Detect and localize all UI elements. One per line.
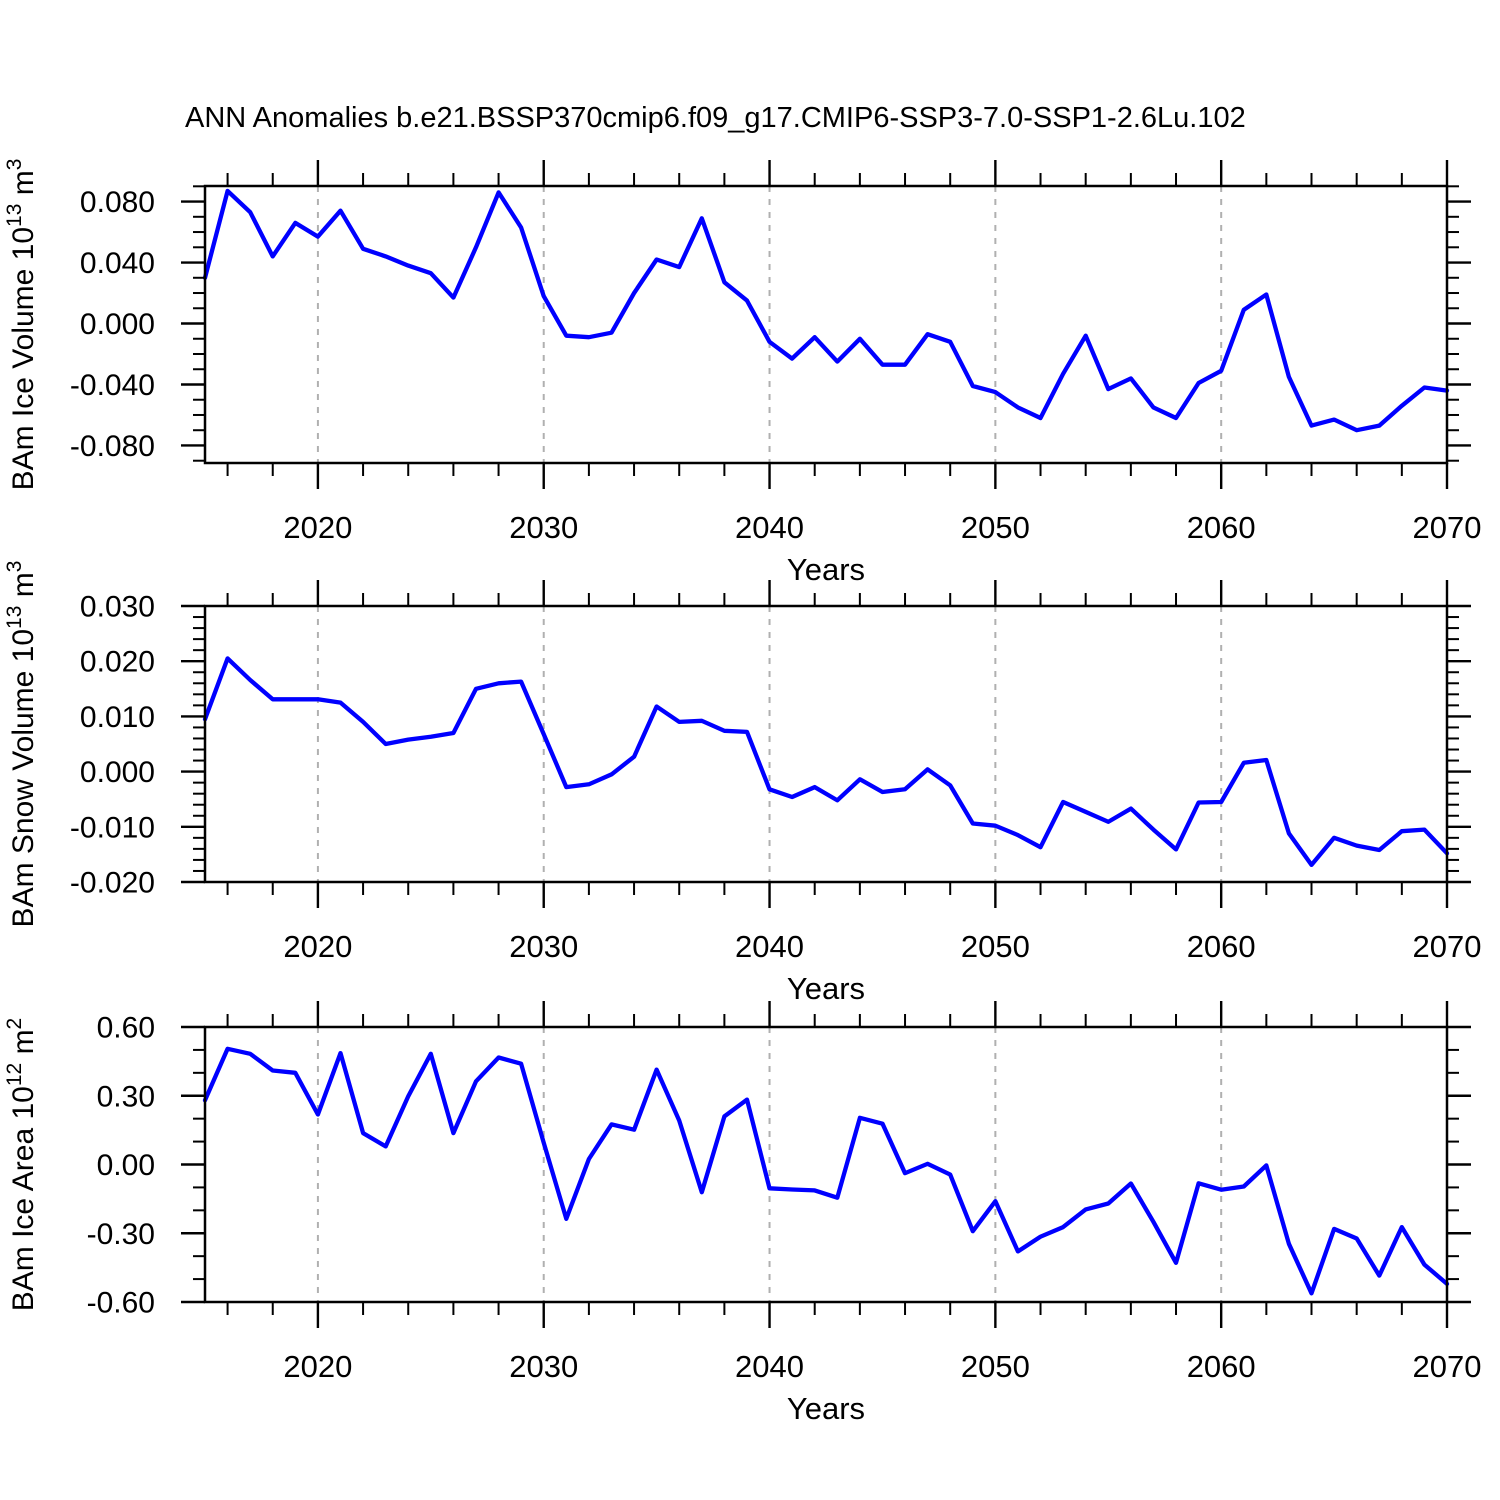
y-tick-labels: 0.030 0.020 0.010 0.000 -0.010 -0.020 (70, 591, 155, 900)
x-tick-label: 2070 (1413, 929, 1482, 964)
series-line (202, 656, 1450, 868)
axis-box (203, 1025, 1449, 1304)
y-tick-label: 0.030 (80, 591, 155, 624)
y-tick-label: 0.010 (80, 701, 155, 734)
x-tick-label: 2030 (509, 510, 578, 545)
y-tick-label: -0.30 (87, 1218, 155, 1251)
x-tick-label: 2030 (509, 929, 578, 964)
x-axis-title: Years (787, 552, 865, 587)
x-tick-label: 2070 (1413, 1349, 1482, 1384)
x-ticks (226, 580, 1449, 908)
y-tick-label: -0.010 (70, 811, 155, 844)
y-axis-title: BAm Ice Area 1012 m2 (3, 1018, 40, 1312)
gridlines (316, 1027, 1223, 1302)
x-tick-label: 2050 (961, 1349, 1030, 1384)
y-tick-label: 0.040 (80, 247, 155, 280)
y-tick-label: 0.00 (97, 1149, 155, 1182)
y-ticks (181, 604, 1471, 884)
y-tick-label: -0.040 (70, 369, 155, 402)
gridlines (316, 606, 1223, 882)
x-tick-label: 2040 (735, 1349, 804, 1384)
axis-box (203, 604, 1449, 884)
x-tick-label: 2040 (735, 929, 804, 964)
y-tick-labels: 0.080 0.040 0.000 -0.040 -0.080 (70, 186, 155, 463)
x-ticks (226, 1001, 1449, 1328)
y-tick-labels: 0.60 0.30 0.00 -0.30 -0.60 (87, 1012, 155, 1320)
x-tick-labels: 2020 2030 2040 2050 2060 2070 (283, 1349, 1481, 1384)
panel-snow-volume: 0.030 0.020 0.010 0.000 -0.010 -0.020 2020 2030… (3, 561, 1481, 1006)
axis-box (203, 184, 1449, 465)
y-tick-label: -0.080 (70, 430, 155, 463)
figure-title: ANN Anomalies b.e21.BSSP370cmip6.f09_g17… (185, 102, 1246, 134)
x-tick-label: 2040 (735, 510, 804, 545)
y-tick-label: -0.60 (87, 1287, 155, 1320)
y-ticks (181, 185, 1471, 462)
x-axis-title: Years (787, 1391, 865, 1426)
y-axis-title: BAm Ice Volume 1013 m3 (3, 159, 40, 491)
y-tick-label: 0.020 (80, 646, 155, 679)
x-tick-labels: 2020 2030 2040 2050 2060 2070 (283, 510, 1481, 545)
y-tick-label: 0.30 (97, 1080, 155, 1113)
x-tick-label: 2060 (1187, 510, 1256, 545)
x-tick-label: 2060 (1187, 1349, 1256, 1384)
x-tick-label: 2020 (283, 1349, 352, 1384)
x-tick-label: 2050 (961, 929, 1030, 964)
gridlines (316, 186, 1223, 463)
y-tick-label: -0.020 (70, 867, 155, 900)
y-tick-label: 0.080 (80, 186, 155, 219)
x-tick-label: 2050 (961, 510, 1030, 545)
y-tick-label: 0.000 (80, 756, 155, 789)
x-axis-title: Years (787, 971, 865, 1006)
x-tick-label: 2060 (1187, 929, 1256, 964)
y-tick-label: 0.60 (97, 1012, 155, 1045)
x-tick-label: 2020 (283, 929, 352, 964)
x-tick-label: 2020 (283, 510, 352, 545)
x-tick-label: 2070 (1413, 510, 1482, 545)
series-line (202, 1046, 1450, 1296)
y-tick-label: 0.000 (80, 308, 155, 341)
x-ticks (226, 160, 1449, 489)
y-ticks (181, 1025, 1471, 1304)
series-line (202, 188, 1450, 433)
y-axis-title: BAm Snow Volume 1013 m3 (3, 561, 40, 928)
x-tick-label: 2030 (509, 1349, 578, 1384)
x-tick-labels: 2020 2030 2040 2050 2060 2070 (283, 929, 1481, 964)
